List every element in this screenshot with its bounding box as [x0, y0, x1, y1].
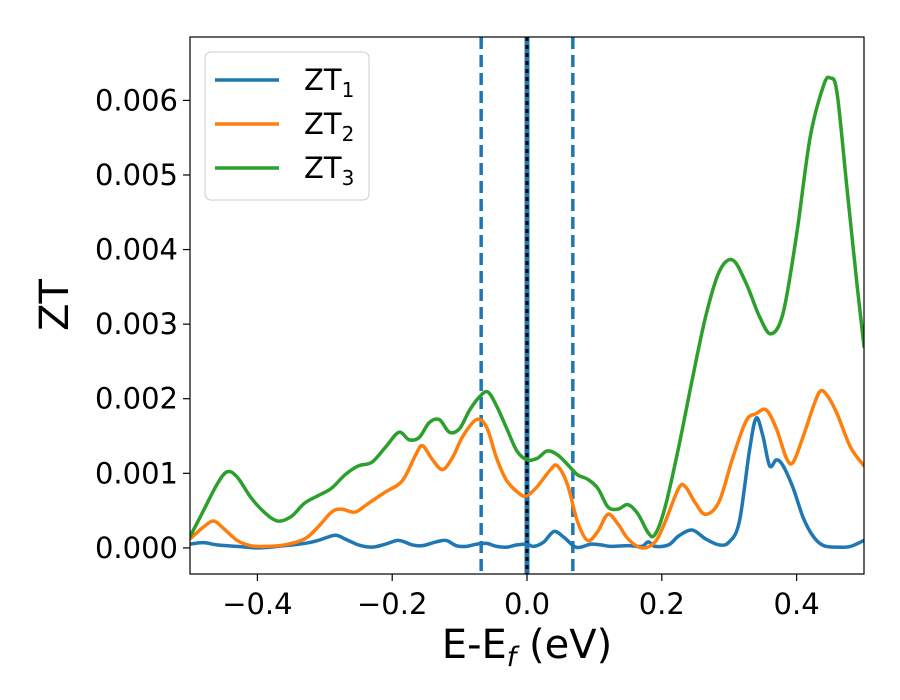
legend-label-zt1: ZT1 [304, 63, 354, 102]
x-axis: −0.4 −0.2 0.0 0.2 0.4 [222, 574, 820, 621]
y-tick-label: 0.002 [95, 382, 178, 416]
y-axis-title: ZT [32, 279, 78, 331]
legend: ZT1 ZT2 ZT3 [204, 51, 370, 201]
x-tick-label: 0.2 [639, 587, 685, 621]
x-axis-title-main: E-E [442, 622, 507, 668]
y-tick-label: 0.001 [95, 456, 178, 490]
x-axis-title-unit: (eV) [516, 622, 612, 668]
x-axis-title: E-Ef (eV) [442, 622, 612, 673]
x-tick-label: 0.0 [504, 587, 550, 621]
legend-label-zt2: ZT2 [304, 107, 354, 146]
legend-box [204, 51, 370, 201]
y-axis: 0.000 0.001 0.002 0.003 0.004 0.005 0.006 [95, 83, 190, 565]
y-tick-label: 0.006 [95, 83, 178, 117]
reference-lines [479, 37, 575, 574]
series-line-zt1 [190, 416, 864, 550]
y-tick-label: 0.005 [95, 158, 178, 192]
x-tick-label: −0.2 [357, 587, 427, 621]
y-tick-label: 0.000 [95, 531, 178, 565]
y-tick-label: 0.004 [95, 233, 178, 267]
y-tick-label: 0.003 [95, 307, 178, 341]
x-tick-label: 0.4 [774, 587, 820, 621]
series-line-zt3 [190, 75, 864, 539]
series-lines [190, 75, 864, 550]
series-line-zt2 [190, 388, 864, 550]
x-tick-label: −0.4 [222, 587, 292, 621]
legend-label-zt3: ZT3 [304, 151, 354, 190]
